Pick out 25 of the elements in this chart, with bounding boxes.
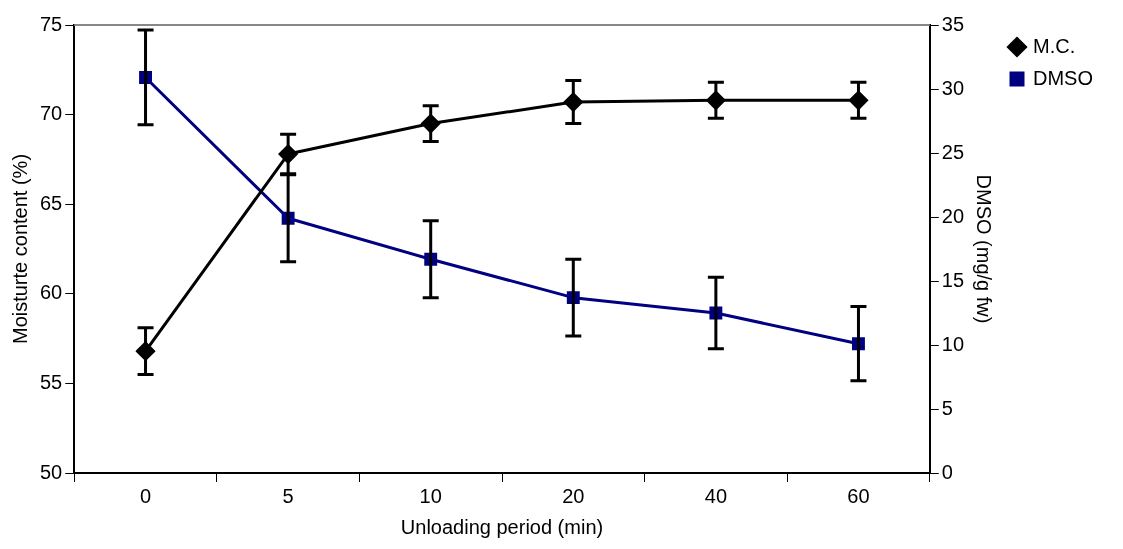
y2-tick-label: 15 [941, 268, 964, 291]
y2-axis-title: DMSO (mg/g fw) [973, 174, 996, 324]
x-tick-label: 5 [282, 484, 294, 507]
y-axis-title: Moisturte content (%) [8, 153, 31, 345]
y2-tick-label: 35 [941, 12, 964, 35]
legend-label: DMSO [1033, 66, 1093, 89]
legend-label: M.C. [1033, 34, 1076, 57]
x-tick-label: 10 [419, 484, 442, 507]
y2-tick-label: 30 [941, 76, 964, 99]
y2-tick-label: 0 [941, 460, 953, 483]
x-tick-label: 0 [139, 484, 152, 507]
y-tick-label: 50 [40, 460, 63, 483]
y-tick-label: 55 [40, 370, 63, 393]
x-tick-label: 60 [847, 484, 870, 507]
y2-tick-label: 20 [941, 204, 964, 227]
y2-tick-label: 10 [941, 332, 964, 355]
x-tick-label: 20 [562, 484, 585, 507]
y2-tick-label: 5 [941, 396, 953, 419]
y-tick-label: 75 [40, 12, 63, 35]
y-tick-label: 70 [40, 102, 63, 125]
y-tick-label: 65 [40, 191, 63, 214]
x-axis-title: Unloading period (min) [400, 515, 604, 538]
x-tick-label: 40 [704, 484, 727, 507]
y2-tick-label: 25 [941, 140, 964, 163]
y-tick-label: 60 [40, 281, 63, 304]
